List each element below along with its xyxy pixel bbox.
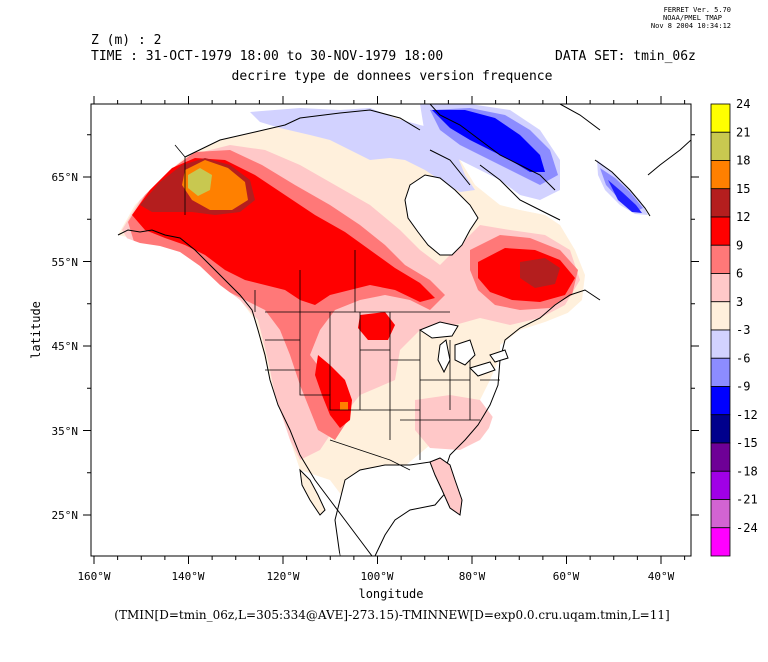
x-tick-label: 140°W (171, 570, 204, 583)
y-ticks (83, 134, 699, 516)
atlantic-ocean (450, 280, 691, 556)
coastline-east (444, 289, 601, 471)
pacific-ocean (91, 235, 340, 556)
field-level-12-plains (358, 312, 395, 340)
ferret-date: Nov 8 2004 10:34:12 (651, 22, 731, 30)
colorbar-label: 18 (736, 154, 750, 168)
colorbar-swatch (710, 357, 731, 387)
colorbar-swatch (710, 470, 731, 500)
y-tick-label: 45°N (52, 340, 79, 353)
colorbar-label: 9 (736, 238, 743, 252)
coastline-north (184, 109, 561, 221)
coastline-greenland (594, 139, 691, 217)
great-lakes (418, 321, 509, 377)
colorbar-swatch (710, 103, 731, 133)
time-label: TIME : 31-OCT-1979 18:00 to 30-NOV-1979 … (91, 49, 443, 64)
colorbar-label: 3 (736, 295, 743, 309)
plot-subtitle: decrire type de donnees version frequenc… (232, 69, 553, 84)
y-tick-label: 55°N (52, 256, 79, 269)
coastline-baffin (429, 104, 601, 191)
colorbar-swatch (710, 527, 731, 557)
ferret-org: NOAA/PMEL TMAP (663, 14, 722, 22)
field-level-18-colorado (340, 402, 348, 410)
colorbar-swatch (710, 216, 731, 246)
colorbar-label: -9 (736, 380, 750, 394)
colorbar-swatch (710, 273, 731, 303)
colorbar-swatch (710, 414, 731, 444)
coastline-west (117, 229, 373, 556)
colorbar-label: -15 (736, 436, 758, 450)
field-level-neg6-greenland (600, 168, 643, 212)
colorbar-swatch (710, 244, 731, 274)
colorbar-label: 15 (736, 182, 750, 196)
map-frame (90, 103, 692, 557)
colorbar-swatch (710, 442, 731, 472)
colorbar-label: -12 (736, 408, 758, 422)
colorbar-label: 21 (736, 125, 750, 139)
colorbar-label: 6 (736, 267, 743, 281)
field-level-21 (188, 168, 212, 196)
colorbar: 24 21 18 15 12 9 6 3 -3 -6 -9 -12 -15 -18 -21 -24 (710, 97, 758, 557)
x-ticks (93, 96, 686, 564)
colorbar-swatch (710, 188, 731, 218)
y-tick-label: 35°N (52, 425, 79, 438)
colorbar-swatch (710, 499, 731, 529)
map-area (91, 104, 691, 556)
colorbar-label: -18 (736, 464, 758, 478)
y-tick-label: 25°N (52, 509, 79, 522)
florida-peninsula (429, 457, 463, 516)
x-axis-label: longitude (358, 587, 423, 601)
x-tick-label: 160°W (77, 570, 110, 583)
expression-caption: (TMIN[D=tmin_06z,L=305:334@AVE]-273.15)-… (114, 608, 669, 622)
gulf-of-mexico (334, 461, 449, 556)
dataset-label: DATA SET: tmin_06z (555, 49, 696, 64)
x-tick-label: 120°W (266, 570, 299, 583)
field-level-15-quebec (520, 258, 560, 288)
colorbar-swatch (710, 160, 731, 190)
z-label: Z (m) : 2 (91, 33, 161, 48)
field-level-6-east (415, 395, 495, 450)
x-tick-label: 80°W (459, 570, 486, 583)
colorbar-swatch (710, 131, 731, 161)
ferret-version: FERRET Ver. 5.70 (664, 6, 731, 14)
y-axis-label: latitude (29, 301, 43, 359)
hudson-bay (404, 174, 479, 256)
x-tick-label: 40°W (648, 570, 675, 583)
colorbar-swatch (710, 329, 731, 359)
colorbar-label: -6 (736, 351, 750, 365)
colorbar-label: -24 (736, 521, 758, 535)
colorbar-label: -21 (736, 493, 758, 507)
x-tick-label: 100°W (360, 570, 393, 583)
x-tick-label: 60°W (553, 570, 580, 583)
colorbar-label: 24 (736, 97, 750, 111)
colorbar-swatch (710, 386, 731, 416)
y-tick-label: 65°N (52, 171, 79, 184)
colorbar-label: 12 (736, 210, 750, 224)
colorbar-label: -3 (736, 323, 750, 337)
political-borders (174, 144, 500, 471)
colorbar-swatch (710, 301, 731, 331)
baja-california (299, 468, 326, 516)
field-level-neg9-greenland (608, 180, 642, 213)
